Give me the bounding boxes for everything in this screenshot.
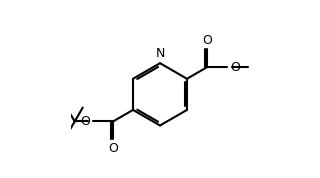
Text: O: O [108, 142, 118, 155]
Text: O: O [202, 34, 212, 47]
Text: N: N [155, 47, 165, 60]
Text: O: O [230, 61, 240, 74]
Text: O: O [80, 115, 90, 128]
